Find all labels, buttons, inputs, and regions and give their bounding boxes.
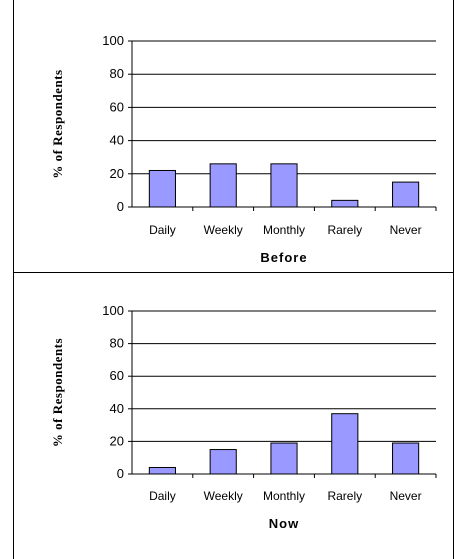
- chart-panel-now: 0 20 40 60 80 100 Daily Weekly Monthly Rarely Neve…: [13, 272, 454, 559]
- chart-panel-before: 0 20 40 60 80 100 Daily Weekly Monthly Rarely Neve…: [13, 0, 454, 272]
- y-axis-title: % of Respondents: [50, 69, 65, 178]
- y-tick-label: 60: [110, 368, 124, 383]
- bar-never: [392, 442, 420, 475]
- bar-weekly: [209, 449, 237, 475]
- x-tick-label: Monthly: [263, 489, 305, 503]
- y-axis-title: % of Respondents: [50, 338, 65, 447]
- y-tick-label: 40: [110, 401, 124, 416]
- x-tick-label: Rarely: [327, 489, 362, 503]
- bar-never: [392, 181, 420, 208]
- bar-rarely: [331, 199, 359, 208]
- bar-weekly: [209, 163, 237, 208]
- bar-daily: [148, 466, 176, 475]
- y-tick-label: 80: [110, 66, 124, 81]
- x-tick-label: Weekly: [204, 223, 243, 237]
- x-tick-label: Rarely: [327, 223, 362, 237]
- y-tick-label: 0: [117, 466, 124, 481]
- x-axis-title: Now: [269, 516, 299, 531]
- x-tick-label: Daily: [149, 223, 176, 237]
- y-tick-label: 100: [102, 303, 124, 318]
- x-axis-title: Before: [260, 250, 307, 265]
- y-tick-label: 40: [110, 133, 124, 148]
- y-tick-label: 20: [110, 166, 124, 181]
- bar-daily: [148, 169, 176, 208]
- y-tick-label: 80: [110, 336, 124, 351]
- x-tick-label: Never: [390, 223, 422, 237]
- x-tick-label: Daily: [149, 489, 176, 503]
- x-tick-label: Never: [390, 489, 422, 503]
- chart-now: 0 20 40 60 80 100 Daily Weekly Monthly Rarely Neve…: [50, 303, 437, 531]
- bar-monthly: [270, 442, 298, 475]
- x-tick-label: Weekly: [204, 489, 243, 503]
- y-tick-label: 100: [102, 33, 124, 48]
- y-tick-label: 20: [110, 433, 124, 448]
- chart-before: 0 20 40 60 80 100 Daily Weekly Monthly Rarely Neve…: [50, 33, 437, 265]
- bar-monthly: [270, 163, 298, 208]
- bar-rarely: [331, 413, 359, 475]
- y-tick-label: 0: [117, 199, 124, 214]
- x-tick-label: Monthly: [263, 223, 305, 237]
- y-tick-label: 60: [110, 99, 124, 114]
